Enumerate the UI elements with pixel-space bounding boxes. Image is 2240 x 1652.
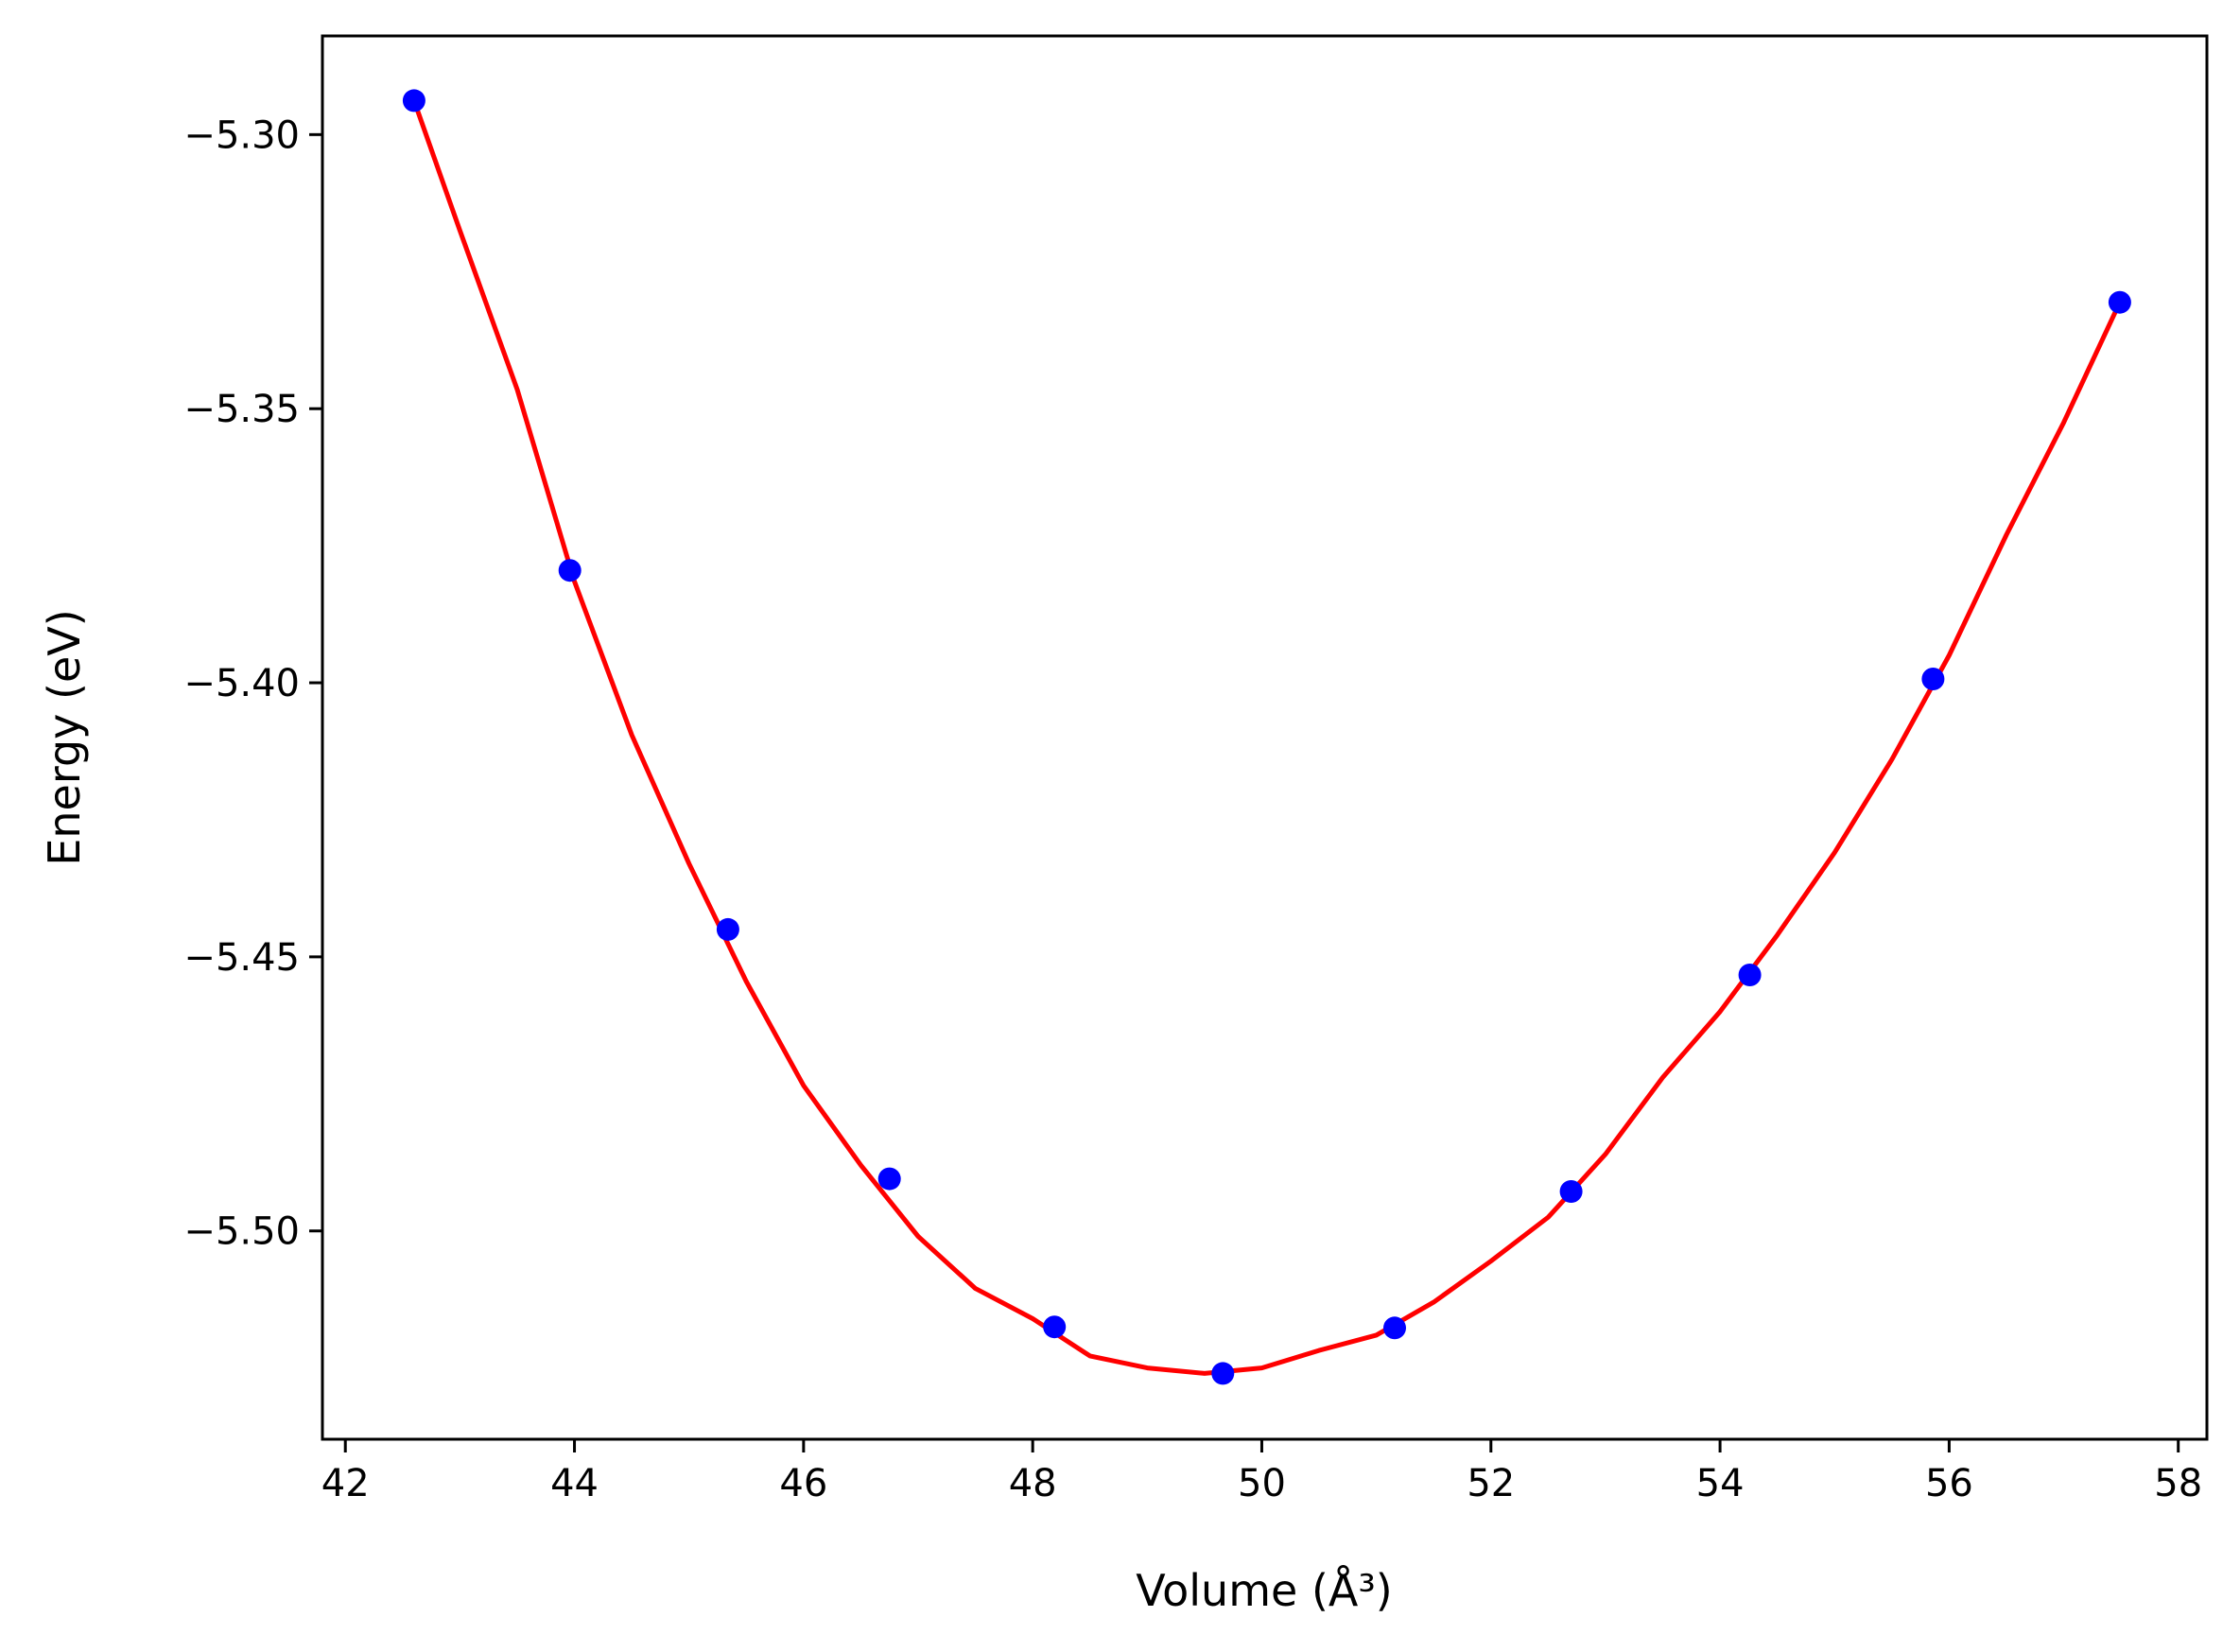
- x-tick-label: 50: [1238, 1462, 1286, 1505]
- data-point: [1559, 1180, 1583, 1203]
- x-tick-label: 48: [1009, 1462, 1057, 1505]
- data-point: [558, 559, 582, 583]
- x-axis-ticks: 42 44 46 48 50 52 54 56 58: [321, 1439, 2202, 1505]
- y-tick-label: −5.40: [183, 662, 300, 705]
- x-tick-label: 56: [1925, 1462, 1973, 1505]
- data-point: [716, 917, 739, 941]
- x-tick-label: 42: [321, 1462, 370, 1505]
- y-tick-label: −5.50: [183, 1210, 300, 1254]
- data-point: [2108, 290, 2131, 314]
- y-tick-label: −5.35: [183, 388, 300, 431]
- data-point: [1383, 1316, 1406, 1340]
- data-point: [1211, 1362, 1235, 1385]
- x-axis-label: Volume (Å³): [1136, 1565, 1393, 1616]
- y-axis-label: Energy (eV): [39, 609, 90, 865]
- x-tick-label: 58: [2154, 1462, 2202, 1505]
- fit-curve: [411, 99, 2123, 1376]
- data-point: [1921, 668, 1945, 690]
- fit-curve-layer: [411, 99, 2123, 1376]
- y-axis-ticks: −5.30 −5.35 −5.40 −5.45 −5.50: [183, 113, 322, 1254]
- data-point: [1738, 964, 1762, 986]
- data-point: [877, 1167, 901, 1191]
- x-tick-label: 46: [779, 1462, 827, 1505]
- y-tick-label: −5.45: [183, 936, 300, 980]
- x-tick-label: 44: [550, 1462, 599, 1505]
- plot-frame: [321, 34, 2209, 1441]
- data-point: [402, 89, 425, 113]
- x-tick-label: 54: [1696, 1462, 1745, 1505]
- data-point: [1043, 1315, 1067, 1339]
- x-tick-label: 52: [1467, 1462, 1515, 1505]
- y-tick-label: −5.30: [183, 113, 300, 157]
- data-points-layer: [402, 89, 2131, 1385]
